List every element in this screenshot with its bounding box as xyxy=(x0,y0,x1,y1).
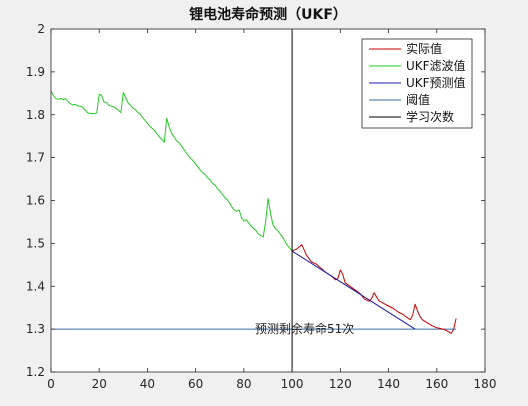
x-tick-label: 40 xyxy=(140,377,155,391)
x-tick-label: 180 xyxy=(474,377,497,391)
x-tick-label: 160 xyxy=(425,377,448,391)
y-tick-label: 2 xyxy=(37,22,45,36)
legend-label-0: 实际值 xyxy=(406,41,442,56)
series-layer xyxy=(50,29,457,372)
x-tick-label: 100 xyxy=(281,377,304,391)
y-tick-label: 1.7 xyxy=(26,151,45,165)
y-tick-label: 1.9 xyxy=(26,65,45,79)
x-tick-label: 20 xyxy=(92,377,107,391)
y-tick-label: 1.4 xyxy=(26,279,45,293)
y-tick-label: 1.2 xyxy=(26,365,45,379)
x-tick-label: 60 xyxy=(188,377,203,391)
y-tick-label: 1.8 xyxy=(26,108,45,122)
legend-label-2: UKF预测值 xyxy=(406,75,466,90)
legend-label-1: UKF滤波值 xyxy=(406,58,466,73)
legend-label-3: 阈值 xyxy=(406,92,430,107)
legend-label-4: 学习次数 xyxy=(406,109,454,124)
x-tick-label: 140 xyxy=(377,377,400,391)
y-tick-label: 1.6 xyxy=(26,194,45,208)
series-line-2 xyxy=(291,250,416,330)
y-tick-label: 1.3 xyxy=(26,322,45,336)
rul-annotation: 预测剩余寿命51次 xyxy=(255,321,354,336)
chart-title: 锂电池寿命预测（UKF） xyxy=(189,6,347,23)
x-tick-label: 80 xyxy=(236,377,251,391)
y-tick-label: 1.5 xyxy=(26,236,45,250)
x-tick-label: 0 xyxy=(47,377,55,391)
x-tick-label: 120 xyxy=(329,377,352,391)
ticks-layer: 0 20 40 60 80 100 120 140 160 180 1.2 1.3 1.4 1.5 1.6 1… xyxy=(26,22,497,391)
series-line-1 xyxy=(50,90,293,252)
